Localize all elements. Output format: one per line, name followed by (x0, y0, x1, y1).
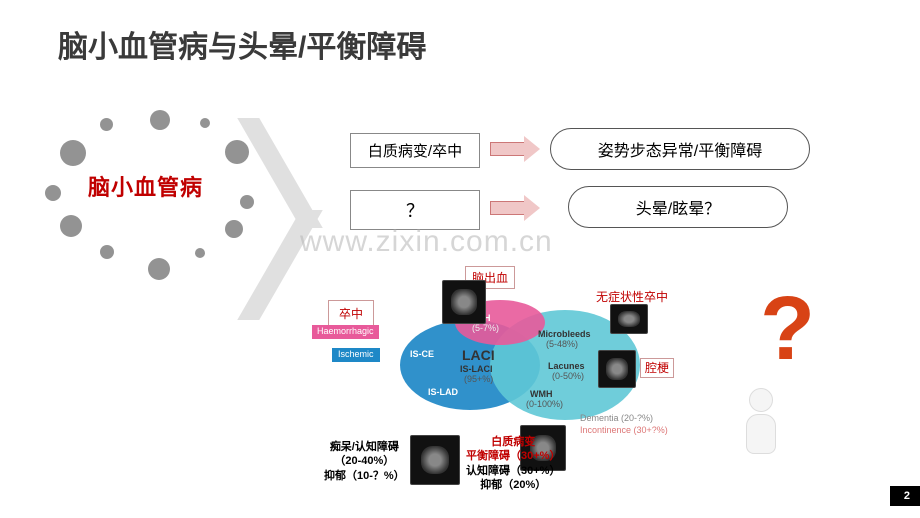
label-haemorrhagic: Haemorrhagic (312, 325, 379, 339)
venn-ovals: ICH (5-7%) IS-CE LACI IS-LACI (95+%) IS-… (400, 310, 620, 430)
question-mark-icon: ? (760, 278, 815, 381)
chevron-arrow (245, 120, 325, 310)
label-incontinence: Incontinence (30+?%) (580, 426, 668, 436)
brain-scan-2 (610, 304, 648, 334)
person-icon (738, 388, 784, 458)
tag-lacune: 腔梗 (640, 358, 674, 378)
bubble-gait: 姿势步态异常/平衡障碍 (550, 128, 810, 170)
box-question: ？ (350, 190, 480, 230)
brain-scan-1 (442, 280, 486, 324)
question-figure: ? (730, 308, 840, 458)
tag-stroke: 卒中 (328, 300, 374, 327)
dot-ring: 脑小血管病 (40, 110, 260, 280)
label-ischemic: Ischemic (332, 348, 380, 362)
venn-diagram: 脑出血 卒中 无症状性卒中 腔梗 ICH (5-7%) IS-CE LACI I… (320, 270, 700, 510)
bubble-dizzy: 头晕/眩晕？ (568, 186, 788, 228)
page-number: 2 (890, 486, 920, 506)
annot-right: 白质病变 平衡障碍（30+%） 认知障碍（30+%） 抑郁（20%） (466, 435, 560, 492)
watermark: www.zixin.com.cn (300, 225, 553, 259)
arrow-row1 (490, 136, 540, 162)
arrow-row2 (490, 195, 540, 221)
brain-scan-3 (598, 350, 636, 388)
ring-label: 脑小血管病 (88, 170, 203, 202)
box-wm-lesion: 白质病变/卒中 (350, 133, 480, 168)
slide-title: 脑小血管病与头晕/平衡障碍 (58, 22, 426, 66)
annot-left: 痴呆/认知障碍 （20-40%） 抑郁（10-？%） (324, 440, 405, 483)
brain-scan-4 (410, 435, 460, 485)
label-dementia: Dementia (20-?%) (580, 414, 653, 424)
